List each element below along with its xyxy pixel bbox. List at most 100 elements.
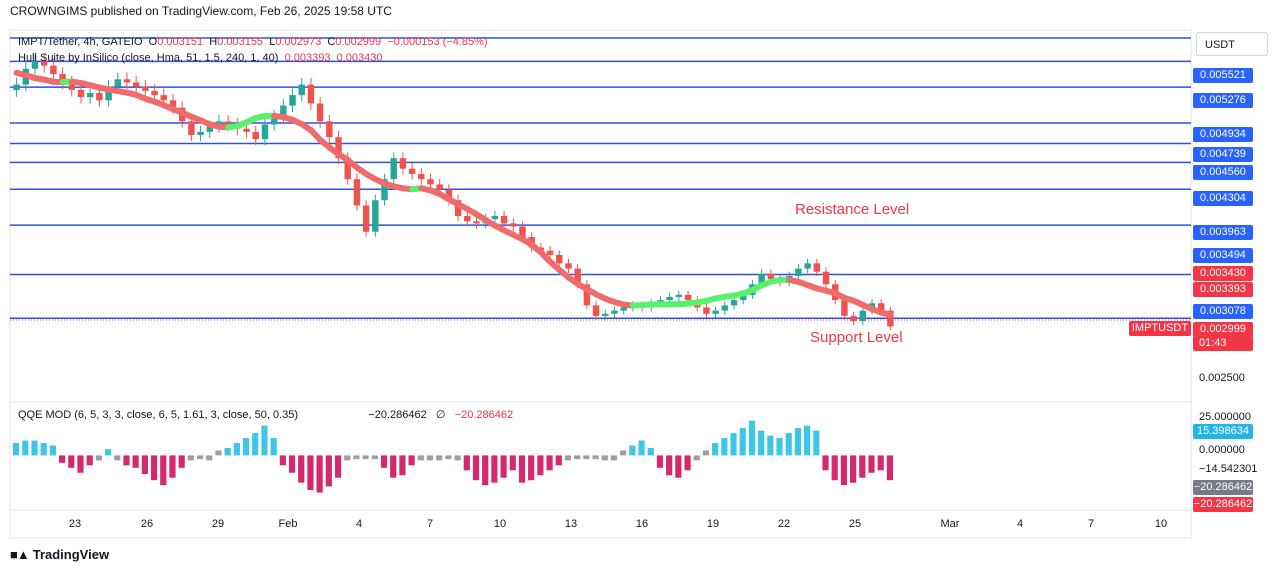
horizontal-levels [10,37,1191,319]
candle-body [123,79,131,83]
qqe-bar [491,455,498,483]
qqe-bar [252,433,259,456]
qqe-bar [77,455,84,473]
qqe-bar [22,440,29,456]
countdown-label: 01:43 [1193,336,1253,351]
candle-body [574,268,581,285]
candle-body [620,307,627,311]
price-label-6: 0.003963 [1193,225,1253,240]
candle-body [280,105,287,117]
qqe-bar [647,447,654,456]
qqe-bar [104,449,112,456]
candle-body [362,205,370,232]
qqe-bar [675,455,682,478]
support-annotation: Support Level [810,329,903,346]
qqe-bar [270,438,277,456]
candle-body [77,89,85,98]
qqe-bar [40,443,47,456]
candle-body [464,216,471,222]
qqe-bar [684,455,691,471]
candle-body [445,189,453,201]
high-value: 0.003155 [217,36,264,48]
candle-body [13,84,20,91]
price-label-1: 0.005276 [1193,93,1253,108]
qqe-bar [417,455,424,461]
qqe-bar [426,455,434,461]
qqe-bar [114,455,121,461]
qqe-bar [463,455,470,471]
candle-body [307,84,315,104]
qqe-bar [509,455,516,471]
candle-body [556,254,563,264]
qqe-bar [868,455,875,473]
candle-body [188,121,195,136]
candle-body [721,305,729,311]
candle-body [289,95,296,106]
qqe-bar [620,450,627,456]
qqe-bar [445,455,452,460]
candle-body [519,226,526,238]
candle-body [298,84,305,96]
qqe-bar [141,455,148,474]
qqe-label-5: −20.286462 [1193,497,1253,512]
price-label-13: 0.002500 [1199,372,1245,384]
qqe-label-3: −14.542301 [1199,463,1258,475]
qqe-bar [601,455,608,461]
qqe-bar [877,455,884,471]
candle-body [224,121,232,125]
candle-body [206,126,213,132]
qqe-bar [822,455,829,471]
candle-body [510,223,517,227]
tradingview-logo[interactable]: ■▲ TradingView [10,547,109,562]
qqe-bar [656,455,664,468]
qqe-bar [500,455,507,478]
indicator-legend[interactable]: Hull Suite by InSilico (close, Hma, 51, … [18,52,383,64]
candle-body [408,168,416,174]
candle-body [712,310,719,314]
qqe-bar [767,435,774,456]
low-value: 0.002973 [275,36,322,48]
price-label-7: 0.003494 [1193,248,1253,263]
time-tick-1: 26 [141,518,153,530]
qqe-bar [666,455,673,476]
indicator-name: Hull Suite by InSilico (close, Hma, 51, … [18,52,279,64]
candle-body [767,273,775,280]
qqe-bar [574,455,581,460]
candle-body [86,92,94,98]
candle-body [602,313,609,316]
open-value: 0.003151 [157,36,204,48]
candle-body [877,303,885,311]
candle-body [50,65,57,75]
time-tick-7: 13 [565,518,577,530]
candle-body [491,216,499,220]
qqe-bar [748,420,756,456]
change-value: −0.000153 (−4.85%) [387,36,488,48]
currency-button[interactable]: USDT [1196,32,1268,56]
low-label: L [269,36,276,48]
price-label-4: 0.004560 [1193,165,1253,180]
resistance-annotation: Resistance Level [795,201,910,218]
qqe-bar [721,438,728,456]
candle-body [68,82,76,90]
hull-suite-line [13,69,894,318]
candle-body [142,86,149,91]
qqe-bar [629,445,636,456]
qqe-bar [758,430,765,456]
qqe-histogram [13,420,893,493]
time-tick-6: 10 [494,518,506,530]
chart-frame [9,29,1192,539]
qqe-bar [362,455,369,460]
qqe-bar [399,455,406,476]
time-tick-8: 16 [636,518,648,530]
qqe-bar [95,455,102,461]
candle-body [565,263,572,269]
qqe-bar [150,455,158,481]
candle-body [813,263,821,272]
candle-body [427,179,434,185]
qqe-legend[interactable]: QQE MOD (6, 5, 3, 3, close, 6, 5, 1.61, … [18,408,513,421]
qqe-bar [307,455,314,491]
candle-body [381,179,388,201]
symbol-name: IMPT/Tether, 4h, GATEIO [18,36,143,48]
candle-body [804,263,811,269]
